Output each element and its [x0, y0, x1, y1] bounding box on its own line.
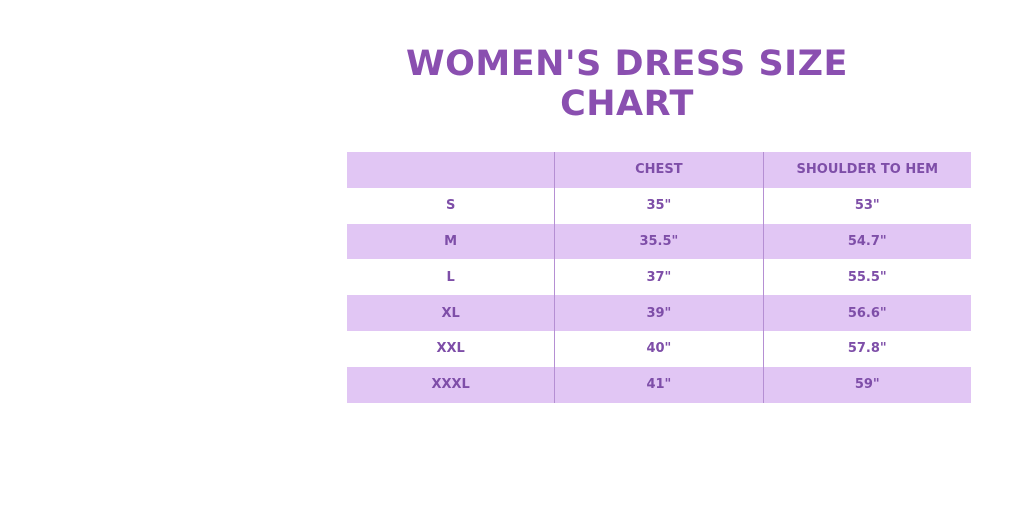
chest-cell: 39"	[554, 295, 764, 331]
size-cell: L	[446, 269, 455, 285]
table-row: L 37" 55.5"	[347, 259, 971, 296]
table-row: S 35" 53"	[347, 187, 971, 224]
size-cell: XL	[347, 295, 555, 331]
size-cell: XXL	[436, 341, 465, 357]
chest-cell: 35.5"	[554, 223, 764, 260]
length-cell: 57.8"	[762, 330, 971, 367]
length-cell: 54.7"	[762, 223, 971, 260]
length-cell: 55.5"	[762, 259, 971, 296]
chest-cell: 35"	[554, 187, 764, 224]
header-cell: CHEST	[554, 152, 764, 188]
chest-cell: 40"	[554, 330, 764, 367]
table-header-row: CHEST SHOULDER TO HEM	[347, 152, 971, 188]
size-cell: XXXL	[347, 366, 555, 403]
length-cell: 53"	[762, 187, 971, 224]
page-title: WOMEN'S DRESS SIZE CHART	[406, 44, 848, 124]
table-row: XXL 40" 57.8"	[347, 330, 971, 367]
table-row: XXXL 41" 59"	[347, 366, 971, 403]
table-row: XL 39" 56.6"	[347, 295, 971, 331]
length-cell: 59"	[762, 366, 971, 403]
size-chart-table: CHEST SHOULDER TO HEM S 35" 53" M 35.5" …	[347, 152, 971, 403]
chest-cell: 37"	[554, 259, 764, 296]
size-cell: M	[347, 223, 555, 260]
table-row: M 35.5" 54.7"	[347, 223, 971, 260]
size-cell: S	[445, 198, 456, 214]
chest-cell: 41"	[554, 366, 764, 403]
header-cell	[347, 152, 555, 188]
length-cell: 56.6"	[762, 295, 971, 331]
header-cell: SHOULDER TO HEM	[762, 152, 971, 188]
